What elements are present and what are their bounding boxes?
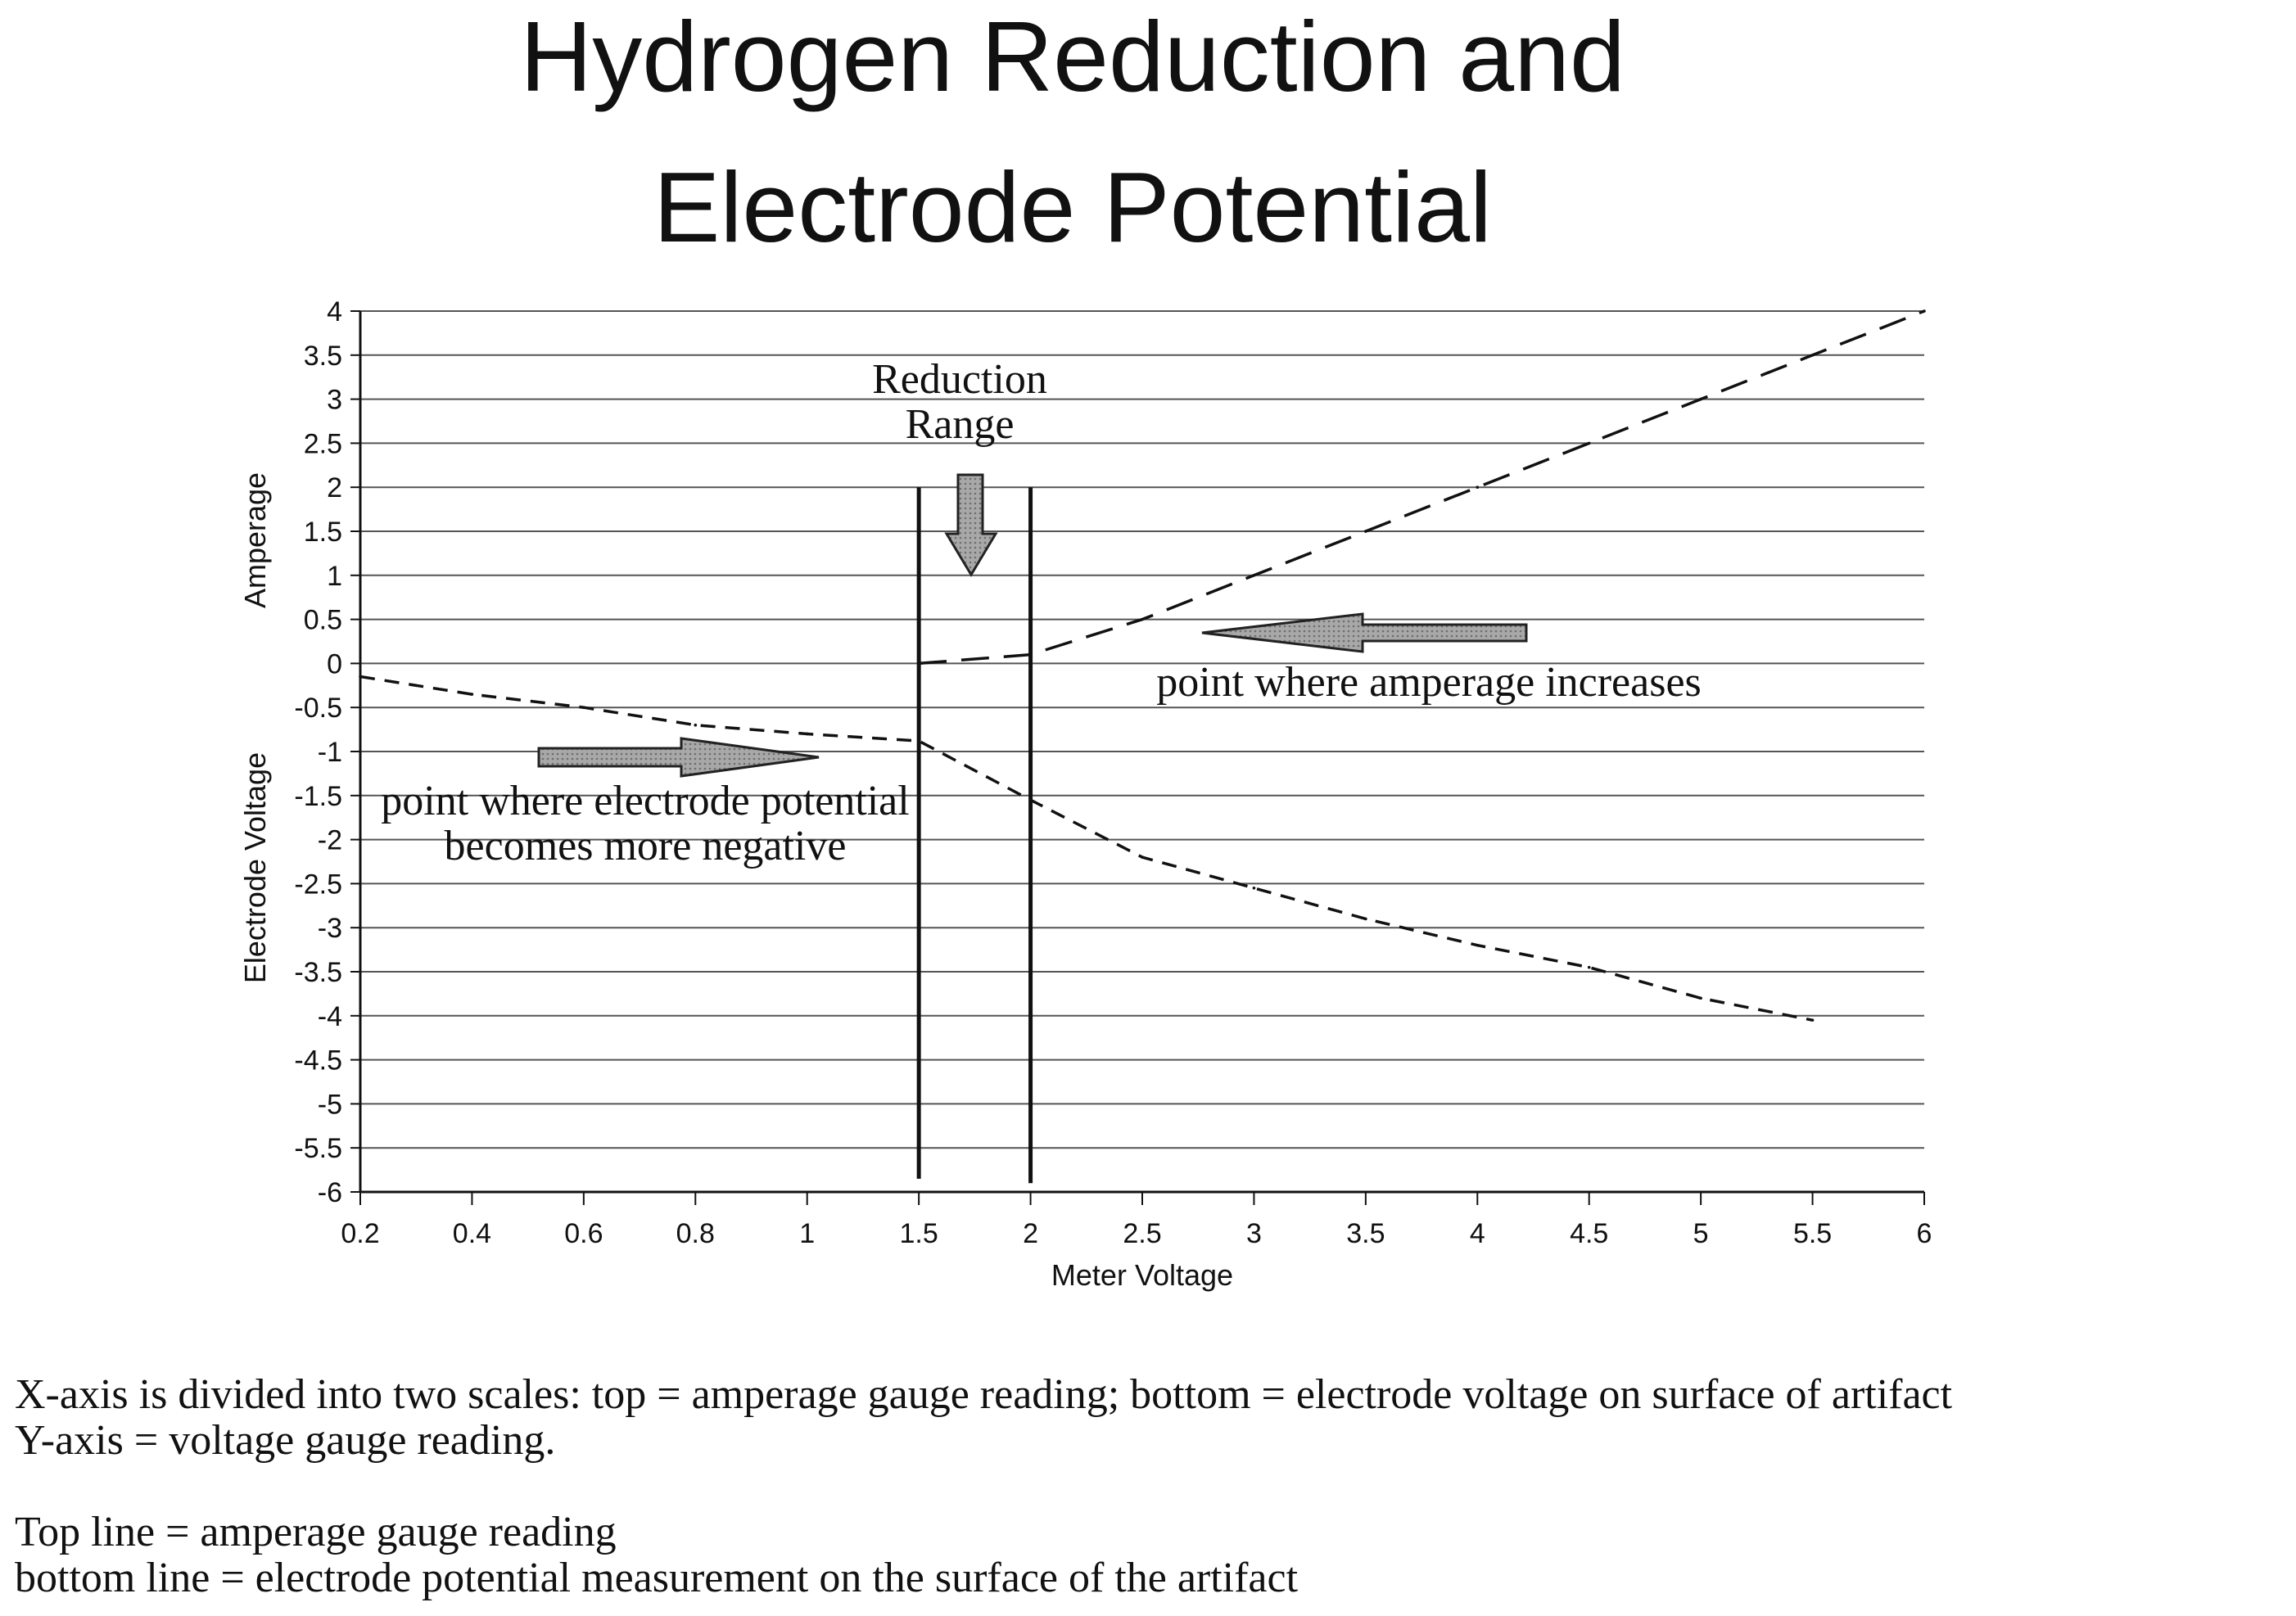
y-axis-title-electrode-voltage: Electrode Voltage <box>238 752 272 983</box>
y-tick-label: -4.5 <box>294 1045 342 1077</box>
amperage-note: point where amperage increases <box>1156 659 1702 706</box>
amperage-point <box>1587 441 1591 445</box>
x-tick-label: 0.2 <box>341 1218 379 1249</box>
x-tick-label: 3.5 <box>1346 1218 1385 1249</box>
x-tick-label: 2.5 <box>1123 1218 1161 1249</box>
electrode-potential-point <box>694 723 698 727</box>
y-tick-label: 1 <box>327 561 342 592</box>
right-arrow-icon <box>537 737 820 778</box>
electrode-potential-point <box>1699 996 1702 1000</box>
y-tick-label: -1.5 <box>294 781 342 812</box>
y-tick-label: 4 <box>327 296 342 327</box>
y-tick-label: 3 <box>327 385 342 416</box>
y-tick-label: 2 <box>327 472 342 503</box>
amperage-point <box>1699 397 1702 401</box>
amperage-point <box>1923 309 1926 313</box>
x-tick-label: 2 <box>1023 1218 1038 1249</box>
y-tick-label: 0 <box>327 648 342 679</box>
y-tick-label: 2.5 <box>304 428 342 459</box>
electrode-potential-point <box>1364 917 1367 921</box>
electrode-potential-point <box>805 732 809 736</box>
series-line-electrode-potential <box>359 675 1813 1022</box>
reduction-range-lines <box>916 487 1033 1184</box>
x-tick-label: 4 <box>1470 1218 1485 1249</box>
chart-title-line-2: Electrode Potential <box>653 151 1493 263</box>
x-tick-label: 0.6 <box>564 1218 603 1249</box>
electrode-potential-point <box>1141 855 1144 859</box>
amperage-point <box>1476 485 1480 489</box>
electrode-potential-point <box>1587 965 1591 969</box>
electrode-potential-point <box>1476 943 1480 947</box>
x-tick-labels: 0.2 0.4 0.6 0.8 1 1.5 2 2.5 3 3.5 4 4.5 5 5.5 6 <box>341 1218 1932 1249</box>
x-tick-label: 5 <box>1693 1218 1709 1249</box>
electrode-potential-point <box>582 706 585 709</box>
y-tick-label: -6 <box>318 1177 342 1208</box>
y-tick-label: -0.5 <box>294 693 342 724</box>
amperage-point <box>1252 574 1256 577</box>
y-tick-label: -5 <box>318 1089 342 1120</box>
reduction-range-label-2: Range <box>906 401 1015 448</box>
x-tick-label: 0.4 <box>453 1218 491 1249</box>
left-arrow-icon <box>1201 612 1528 653</box>
x-tick-label: 6 <box>1917 1218 1932 1249</box>
electrode-note-line-2: becomes more negative <box>445 823 847 869</box>
down-arrow-icon <box>944 473 998 577</box>
x-tick-label: 0.8 <box>676 1218 715 1249</box>
series-line-amperage <box>918 309 1925 666</box>
chart-title-line-1: Hydrogen Reduction and <box>520 1 1625 112</box>
electrode-potential-point <box>1028 798 1033 801</box>
caption-y-axis: Y-axis = voltage gauge reading. <box>15 1417 556 1464</box>
line-chart: 4 3.5 3 2.5 2 1.5 1 0.5 0 -0.5 -1 -1.5 -2 -2.5 -3 -3.5 -… <box>238 296 1932 1292</box>
electrode-potential-point <box>1252 886 1256 890</box>
y-tick-label: 0.5 <box>304 605 342 636</box>
x-tick-label: 5.5 <box>1793 1218 1832 1249</box>
y-tick-label: -5.5 <box>294 1133 342 1164</box>
y-tick-label: -3 <box>318 913 342 944</box>
caption-x-axis: X-axis is divided into two scales: top =… <box>15 1371 1953 1418</box>
caption-bottom-line: bottom line = electrode potential measur… <box>15 1555 1299 1601</box>
y-tick-label: -4 <box>318 1001 342 1032</box>
electrode-note-line-1: point where electrode potential <box>381 778 909 824</box>
electrode-potential-point <box>359 675 362 679</box>
x-axis-title: Meter Voltage <box>1051 1258 1233 1292</box>
axes <box>350 310 1925 1205</box>
reduction-range-label-1: Reduction <box>872 356 1047 403</box>
electrode-potential-point <box>917 739 920 743</box>
y-tick-label: 1.5 <box>304 517 342 548</box>
amperage-point <box>1141 617 1144 621</box>
amperage-point <box>917 661 920 666</box>
x-tick-label: 1 <box>799 1218 815 1249</box>
amperage-point <box>1364 530 1367 533</box>
amperage-point <box>1810 354 1815 357</box>
data-series <box>359 309 1926 1022</box>
y-tick-label: -1 <box>318 737 342 768</box>
amperage-point <box>1028 652 1033 657</box>
y-axis-title-amperage: Amperage <box>238 472 272 608</box>
electrode-potential-point <box>1810 1018 1815 1022</box>
y-tick-label: -2 <box>318 825 342 856</box>
x-tick-label: 3 <box>1246 1218 1262 1249</box>
x-tick-label: 4.5 <box>1570 1218 1608 1249</box>
x-tick-label: 1.5 <box>900 1218 938 1249</box>
y-tick-label: -3.5 <box>294 957 342 988</box>
y-tick-labels: 4 3.5 3 2.5 2 1.5 1 0.5 0 -0.5 -1 -1.5 -2 -2.5 -3 -3.5 -… <box>294 296 342 1208</box>
y-tick-label: 3.5 <box>304 341 342 372</box>
electrode-potential-point <box>470 693 474 696</box>
caption-top-line: Top line = amperage gauge reading <box>15 1509 617 1555</box>
y-tick-label: -2.5 <box>294 869 342 900</box>
